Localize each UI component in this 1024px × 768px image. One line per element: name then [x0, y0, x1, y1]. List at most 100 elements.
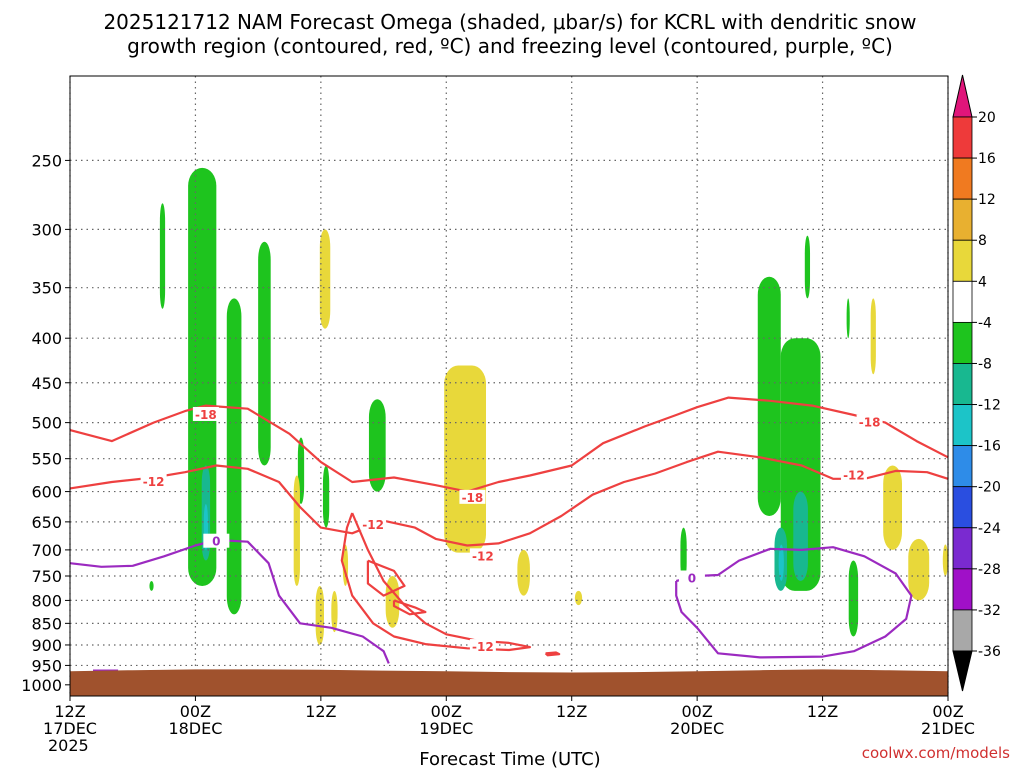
colorbar-label: -36	[978, 644, 1001, 660]
contour-label-bg	[192, 406, 219, 421]
contour-label: -12	[843, 468, 865, 482]
contour-label: -12	[362, 518, 384, 532]
y-tick-label: 250	[31, 151, 62, 170]
omega-region-7	[149, 581, 154, 591]
omega-region-28	[870, 298, 876, 375]
contour-label-bg	[203, 533, 230, 548]
colorbar-label: -32	[978, 603, 1001, 619]
colorbar-segment	[952, 445, 973, 488]
contour-label-bg	[469, 548, 496, 563]
omega-region-5	[322, 465, 330, 528]
x-tick-label: 2025	[48, 736, 89, 755]
y-tick-label: 800	[31, 591, 62, 610]
x-tick-label: 00Z	[431, 702, 462, 721]
omega-region-22	[331, 590, 338, 633]
y-tick-label: 550	[31, 450, 62, 469]
contour-label: -18	[462, 491, 484, 505]
x-tick-label: 00Z	[180, 702, 211, 721]
contour-label-bg	[840, 467, 867, 482]
colorbar-label: -4	[978, 315, 992, 331]
x-axis-label: Forecast Time (UTC)	[419, 749, 600, 768]
omega-region-20	[293, 475, 300, 586]
surface-terrain	[70, 669, 948, 696]
colorbar-segment	[952, 404, 973, 447]
colorbar-label: -8	[978, 356, 992, 372]
contour-label-bg	[140, 474, 167, 489]
colorbar-label: 4	[978, 274, 987, 290]
omega-region-18	[778, 544, 784, 582]
chart-title-line-1: 2025121712 NAM Forecast Omega (shaded, μ…	[103, 10, 916, 34]
colorbar-segment	[952, 116, 973, 159]
contour-line-7	[340, 512, 531, 652]
x-tick-label: 12Z	[54, 702, 85, 721]
colorbar-segment	[952, 321, 973, 364]
y-tick-label: 450	[31, 374, 62, 393]
colorbar-bottom-arrow	[952, 650, 973, 692]
chart-title-line-2: growth region (contoured, red, ºC) and f…	[127, 34, 893, 58]
colorbar-label: 16	[978, 151, 996, 167]
omega-region-21	[315, 585, 324, 645]
omega-region-27	[574, 590, 583, 606]
y-tick-label: 500	[31, 414, 62, 433]
contour-label: -12	[143, 475, 165, 489]
omega-region-12	[846, 298, 850, 339]
y-tick-label: 950	[31, 656, 62, 675]
colorbar-label: -20	[978, 480, 1001, 496]
omega-region-13	[848, 560, 859, 637]
contour-label: 0	[688, 572, 696, 586]
contour-label-bg	[678, 570, 705, 585]
omega-region-16	[793, 491, 808, 582]
omega-region-31	[942, 544, 948, 576]
y-tick-label: 900	[31, 636, 62, 655]
y-tick-label: 400	[31, 329, 62, 348]
x-tick-label: 21DEC	[921, 719, 975, 738]
x-tick-label: 17DEC	[43, 719, 97, 738]
x-tick-label: 00Z	[932, 702, 963, 721]
contour-label-bg	[459, 489, 486, 504]
contour-line-3	[69, 450, 949, 547]
colorbar-segment	[952, 157, 973, 200]
colorbar-label: -16	[978, 439, 1001, 455]
contour-label: 0	[212, 535, 220, 549]
omega-region-8	[680, 527, 687, 582]
colorbar-segment	[952, 363, 973, 405]
x-tick-label: 18DEC	[168, 719, 222, 738]
x-tick-label: 19DEC	[419, 719, 473, 738]
y-tick-label: 300	[31, 220, 62, 239]
omega-region-30	[908, 538, 930, 601]
colorbar-label: -24	[978, 521, 1001, 537]
omega-region-11	[804, 235, 811, 299]
omega-region-2	[226, 298, 242, 615]
omega-region-19	[319, 229, 331, 329]
contour-line-10	[544, 651, 561, 657]
contour-label: -18	[195, 408, 217, 422]
colorbar-label: 20	[978, 110, 996, 126]
colorbar-label: -28	[978, 562, 1001, 578]
colorbar-segment	[952, 239, 973, 282]
omega-region-26	[517, 549, 530, 596]
y-tick-label: 600	[31, 483, 62, 502]
plot-frame	[69, 75, 949, 697]
contour-label-bg	[360, 516, 387, 531]
y-tick-label: 750	[31, 567, 62, 586]
contour-line-8	[392, 599, 427, 616]
omega-region-3	[258, 241, 271, 466]
contour-line-0	[69, 396, 949, 493]
omega-region-1	[159, 203, 166, 309]
contour-line-12	[675, 546, 913, 659]
contour-label-bg	[469, 639, 496, 654]
y-tick-label: 850	[31, 614, 62, 633]
omega-region-25	[444, 365, 487, 553]
y-tick-label: 1000	[21, 676, 62, 695]
contour-label: -12	[472, 549, 494, 563]
y-tick-label: 700	[31, 541, 62, 560]
colorbar-segment	[952, 486, 973, 529]
y-tick-label: 350	[31, 279, 62, 298]
colorbar-segment	[952, 568, 973, 611]
contour-label: -12	[472, 640, 494, 654]
colorbar-label: -12	[978, 398, 1001, 414]
contour-label-bg	[856, 414, 883, 429]
contour-line-9	[366, 559, 406, 597]
colorbar-top-arrow	[952, 74, 973, 118]
colorbar-segment	[952, 609, 973, 652]
